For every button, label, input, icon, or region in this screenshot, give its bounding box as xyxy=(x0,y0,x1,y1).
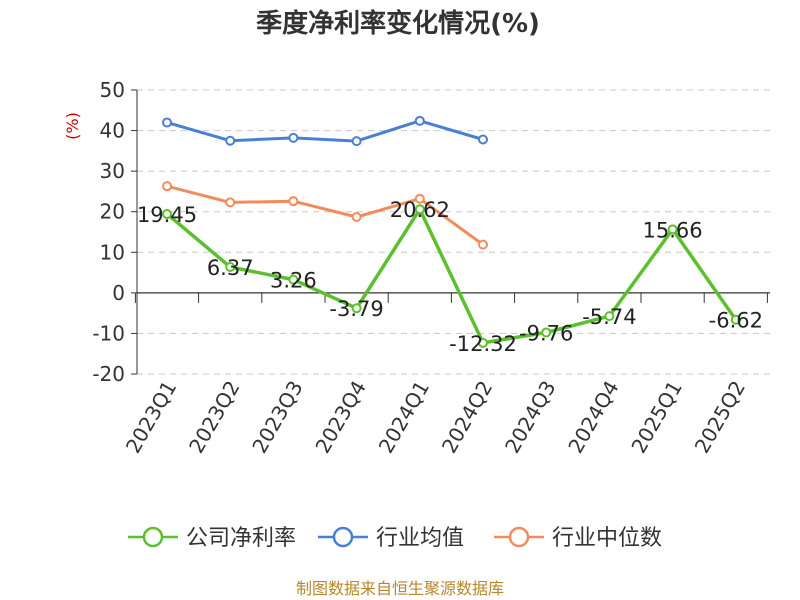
series-point xyxy=(288,274,299,285)
x-tick-label: 2023Q1 xyxy=(121,377,181,458)
legend-label: 行业中位数 xyxy=(552,526,662,551)
y-tick-label: 30 xyxy=(100,159,125,183)
x-tick-label: 2024Q4 xyxy=(563,377,623,458)
series-point xyxy=(288,196,299,207)
series-line xyxy=(166,184,484,246)
series-point xyxy=(288,132,299,143)
series-point xyxy=(414,115,425,126)
data-label: -3.79 xyxy=(329,297,383,321)
series-point xyxy=(478,337,488,348)
y-tick-label: 0 xyxy=(112,281,125,305)
series-point xyxy=(541,327,552,338)
series-group xyxy=(162,115,741,348)
data-label: -9.76 xyxy=(519,321,573,345)
legend-label: 公司净利率 xyxy=(186,526,296,551)
x-tick-label: 2024Q2 xyxy=(437,377,497,458)
series-point xyxy=(667,224,678,235)
x-tick-label: 2023Q4 xyxy=(310,377,370,458)
series-point xyxy=(225,262,236,273)
y-tick-label: -10 xyxy=(92,321,125,345)
series-point xyxy=(478,134,488,145)
x-tick-labels: 2023Q1 2023Q2 2023Q3 2023Q4 2024Q1 2024Q2 2024… xyxy=(121,377,750,458)
series-point xyxy=(225,197,236,208)
series-point xyxy=(162,208,172,219)
axes xyxy=(131,89,770,375)
data-label: -6.62 xyxy=(709,309,763,333)
series-line xyxy=(165,207,738,345)
data-label: 19.45 xyxy=(137,203,197,227)
data-label: 15.66 xyxy=(643,218,703,242)
y-tick-label: -20 xyxy=(92,362,125,386)
x-tick-label: 2024Q1 xyxy=(374,377,434,458)
x-tick-label: 2024Q3 xyxy=(500,377,560,458)
source-note: 制图数据来自恒生聚源数据库 xyxy=(296,579,504,598)
data-label: 3.26 xyxy=(270,269,317,293)
series-line xyxy=(166,119,484,143)
x-tick-label: 2025Q1 xyxy=(626,377,686,458)
series-point xyxy=(414,193,425,204)
series-point xyxy=(162,117,172,128)
data-label: -12.32 xyxy=(449,332,517,356)
y-tick-labels: 50 40 30 20 10 0 -10 -20 xyxy=(92,78,125,386)
legend-swatch-marker xyxy=(332,526,354,548)
series-point xyxy=(730,314,741,325)
series-point xyxy=(225,135,236,146)
legend-swatch-marker xyxy=(142,526,164,548)
series-point xyxy=(604,311,615,322)
x-tick-label: 2023Q3 xyxy=(247,377,307,458)
data-label: 20.62 xyxy=(390,198,450,222)
legend-swatch-marker xyxy=(508,526,530,548)
series-point xyxy=(351,303,362,314)
data-label: 6.37 xyxy=(207,256,254,280)
chart-title: 季度净利率变化情况(%) xyxy=(256,8,540,39)
series-point xyxy=(414,204,425,215)
y-tick-label: 10 xyxy=(100,240,125,264)
data-labels: 19.45 6.37 3.26 -3.79 20.62 -12.32 -9.76 -5.74 1… xyxy=(137,198,763,356)
series-point xyxy=(351,136,362,147)
series-point xyxy=(351,211,362,222)
x-tick-label: 2025Q2 xyxy=(690,377,750,458)
y-tick-label: 50 xyxy=(100,78,125,102)
legend-label: 行业均值 xyxy=(376,526,464,551)
y-tick-label: 20 xyxy=(100,200,125,224)
legend: 公司净利率 行业均值 行业中位数 xyxy=(128,526,662,551)
x-tick-label: 2023Q2 xyxy=(184,377,244,458)
y-axis-unit: (%) xyxy=(63,112,82,140)
series-point xyxy=(162,181,172,192)
series-point xyxy=(478,239,488,250)
data-label: -5.74 xyxy=(582,305,636,329)
y-tick-label: 40 xyxy=(100,119,125,143)
